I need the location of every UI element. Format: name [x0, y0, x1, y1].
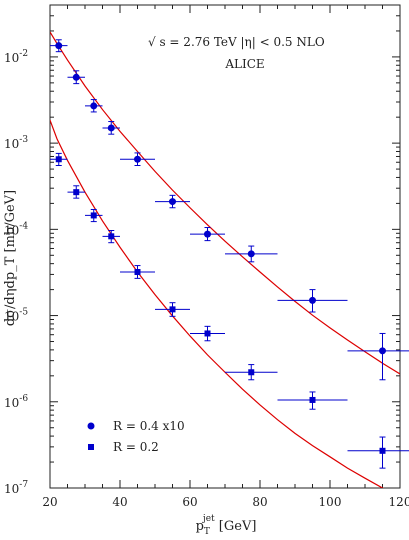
data-point-r04 — [67, 70, 85, 85]
point-marker-circle — [309, 296, 316, 304]
point-marker-circle — [204, 230, 211, 238]
x-tick-labels: 20 40 60 80 100 120 — [42, 495, 409, 509]
point-marker-circle — [134, 155, 141, 163]
theory-curves — [50, 31, 400, 488]
point-marker-circle — [379, 347, 386, 355]
x-axis-label-unit: [GeV] — [215, 519, 257, 534]
y-tick-labels: 10-710-610-510-410-310-2 — [4, 49, 28, 496]
y-tick-label-base: 10 — [4, 482, 19, 496]
y-tick-label-exp: -5 — [19, 308, 28, 318]
y-tick-label-exp: -4 — [19, 221, 28, 231]
x-axis-label: pTjet [GeV] — [196, 514, 257, 537]
data-point-r02 — [277, 391, 348, 410]
x-tick-label: 20 — [42, 495, 57, 509]
data-point-r04 — [120, 152, 155, 167]
y-tick-label: 10-7 — [4, 480, 28, 496]
y-tick-label: 10-2 — [4, 49, 28, 65]
y-tick-label-exp: -2 — [19, 49, 28, 59]
y-tick-label: 10-3 — [4, 135, 28, 151]
y-tick-label: 10-5 — [4, 308, 28, 324]
data-point-r04 — [347, 332, 409, 381]
point-marker-square — [169, 306, 176, 313]
y-tick-label-base: 10 — [4, 51, 19, 65]
legend-marker-circle — [87, 422, 95, 430]
point-marker-square — [90, 212, 97, 219]
data-point-r04 — [190, 227, 225, 242]
data-point-r04 — [85, 99, 103, 113]
legend-marker-square — [88, 444, 94, 450]
plot-frame — [49, 4, 401, 489]
point-marker-circle — [169, 198, 176, 206]
legend: R = 0.4 x10 R = 0.2 — [87, 419, 185, 454]
point-marker-circle — [55, 42, 63, 50]
y-tick-label-base: 10 — [4, 223, 19, 237]
point-marker-circle — [247, 250, 255, 258]
legend-label-r04: R = 0.4 x10 — [113, 419, 185, 433]
y-tick-label-base: 10 — [4, 137, 19, 151]
data-point-r02 — [102, 229, 120, 244]
y-tick-label: 10-4 — [4, 221, 28, 237]
data-point-r04 — [277, 289, 348, 313]
annotation-experiment: ALICE — [224, 57, 264, 71]
data-point-r02 — [50, 152, 68, 167]
y-tick-label-base: 10 — [4, 310, 19, 324]
theory-curve-r04 — [50, 31, 400, 375]
data-points — [50, 39, 409, 469]
legend-label-r02: R = 0.2 — [113, 440, 159, 454]
x-tick-label: 60 — [182, 495, 197, 509]
point-marker-square — [248, 369, 255, 376]
theory-curve-r02 — [50, 119, 384, 488]
data-point-r02 — [120, 265, 155, 279]
data-point-r04 — [102, 121, 120, 135]
data-point-r02 — [155, 302, 190, 317]
point-marker-circle — [107, 124, 115, 132]
x-axis-label-sup: jet — [202, 514, 215, 524]
data-point-r02 — [347, 436, 409, 469]
data-point-r02 — [225, 364, 278, 381]
point-marker-square — [55, 156, 62, 163]
y-tick-label-exp: -6 — [19, 394, 28, 404]
y-axis-label: dσ/dηdp_T [mb/GeV] — [3, 190, 18, 326]
point-marker-circle — [72, 73, 80, 81]
point-marker-square — [379, 447, 386, 454]
point-marker-square — [134, 269, 141, 276]
data-point-r04 — [225, 245, 278, 263]
x-axis-label-p: p — [196, 519, 204, 534]
point-marker-square — [73, 189, 80, 196]
y-tick-label: 10-6 — [4, 394, 28, 410]
point-marker-square — [309, 396, 316, 403]
axis-ticks — [49, 4, 401, 489]
y-tick-label-exp: -7 — [19, 480, 28, 490]
x-tick-label: 120 — [389, 495, 409, 509]
x-tick-label: 40 — [112, 495, 127, 509]
annotation-energy: √ s = 2.76 TeV |η| < 0.5 NLO — [148, 35, 325, 49]
point-marker-square — [108, 233, 115, 240]
point-marker-square — [204, 330, 211, 337]
x-tick-label: 80 — [252, 495, 267, 509]
x-axis-label-sub: T — [204, 527, 210, 537]
annotation-energy-text: √ s = 2.76 TeV |η| < 0.5 NLO — [148, 35, 325, 49]
data-point-r02 — [85, 208, 103, 223]
data-point-r04 — [50, 39, 68, 53]
data-point-r02 — [67, 185, 85, 199]
y-tick-label-base: 10 — [4, 396, 19, 410]
point-marker-circle — [90, 102, 98, 110]
y-tick-label-exp: -3 — [19, 135, 28, 145]
x-tick-label: 100 — [319, 495, 342, 509]
data-point-r02 — [190, 325, 225, 342]
data-point-r04 — [155, 194, 190, 209]
